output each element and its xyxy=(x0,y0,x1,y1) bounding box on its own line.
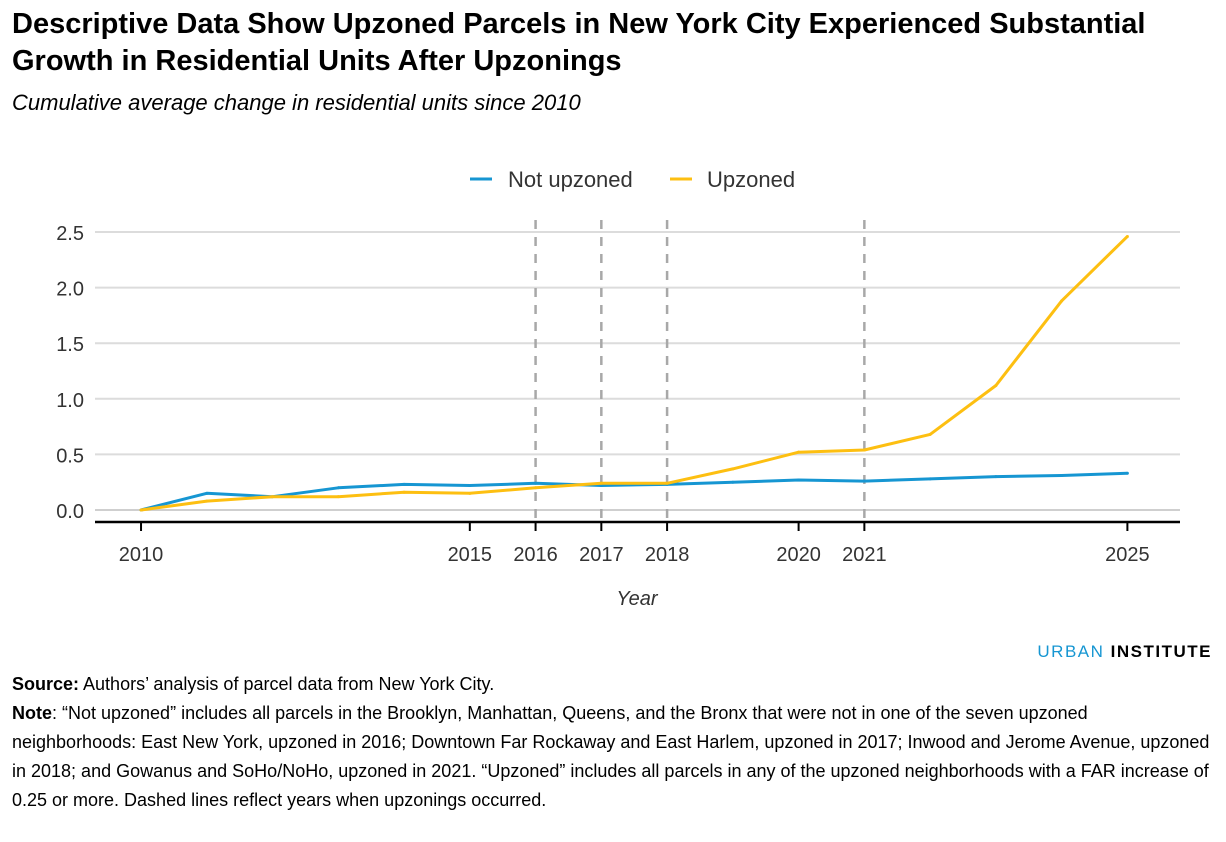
source-label: Source: xyxy=(12,674,80,694)
x-tick-label: 2017 xyxy=(579,544,624,566)
x-tick-label: 2021 xyxy=(842,544,887,566)
data-point-not-upzoned xyxy=(1125,471,1129,475)
data-point-not-upzoned xyxy=(862,479,866,483)
data-point-not-upzoned xyxy=(1060,474,1064,478)
x-axis-title: Year xyxy=(616,588,658,610)
x-tick-label: 2016 xyxy=(513,544,558,566)
legend-label: Upzoned xyxy=(707,167,795,192)
source-line: Source: Authors’ analysis of parcel data… xyxy=(12,670,1212,699)
data-point-not-upzoned xyxy=(336,486,340,490)
data-point-upzoned xyxy=(534,486,538,490)
data-point-upzoned xyxy=(205,499,209,503)
data-point-not-upzoned xyxy=(402,482,406,486)
data-point-upzoned xyxy=(468,491,472,495)
chart-title: Descriptive Data Show Upzoned Parcels in… xyxy=(12,8,1146,77)
note-line: Note: “Not upzoned” includes all parcels… xyxy=(12,699,1212,815)
y-tick-label: 2.0 xyxy=(56,279,84,301)
chart-notes: Source: Authors’ analysis of parcel data… xyxy=(12,670,1212,815)
data-point-not-upzoned xyxy=(205,491,209,495)
note-label: Note xyxy=(12,703,52,723)
data-point-upzoned xyxy=(665,481,669,485)
brand-part-urban: URBAN xyxy=(1037,642,1105,661)
data-point-not-upzoned xyxy=(731,480,735,484)
data-point-not-upzoned xyxy=(797,478,801,482)
brand-part-institute: INSTITUTE xyxy=(1110,642,1212,661)
x-tick-label: 2015 xyxy=(448,544,493,566)
data-point-not-upzoned xyxy=(468,484,472,488)
y-tick-label: 0.0 xyxy=(56,501,84,523)
data-point-not-upzoned xyxy=(928,477,932,481)
data-point-upzoned xyxy=(402,490,406,494)
x-tick-label: 2020 xyxy=(776,544,821,566)
data-point-not-upzoned xyxy=(534,481,538,485)
urban-institute-logo: URBAN INSTITUTE xyxy=(1037,642,1212,662)
legend-label: Not upzoned xyxy=(508,167,633,192)
line-chart: 0.0 0.5 1.0 1.5 2.0 2.5 2010 2015 2016 2017 2018 20… xyxy=(56,167,1180,610)
series-line-upzoned xyxy=(140,235,1129,512)
data-point-upzoned xyxy=(271,495,275,499)
data-point-upzoned xyxy=(862,448,866,452)
data-point-upzoned xyxy=(994,383,998,387)
y-tick-label: 1.5 xyxy=(56,334,84,356)
x-tick-label: 2010 xyxy=(119,544,164,566)
data-point-upzoned xyxy=(1060,299,1064,303)
chart-subtitle: Cumulative average change in residential… xyxy=(12,90,581,115)
data-point-upzoned xyxy=(1125,234,1129,238)
note-text: : “Not upzoned” includes all parcels in … xyxy=(12,703,1210,810)
y-tick-label: 0.5 xyxy=(56,445,84,467)
x-tick-label: 2018 xyxy=(645,544,690,566)
x-tick-label: 2025 xyxy=(1105,544,1150,566)
data-point-upzoned xyxy=(599,481,603,485)
data-point-upzoned xyxy=(731,467,735,471)
y-tick-label: 2.5 xyxy=(56,223,84,245)
source-text: Authors’ analysis of parcel data from Ne… xyxy=(79,674,495,694)
data-point-upzoned xyxy=(139,508,143,512)
series-line-not-upzoned xyxy=(140,471,1128,512)
data-point-not-upzoned xyxy=(994,475,998,479)
y-tick-label: 1.0 xyxy=(56,390,84,412)
data-point-upzoned xyxy=(928,432,932,436)
data-point-upzoned xyxy=(336,495,340,499)
data-point-upzoned xyxy=(797,450,801,454)
